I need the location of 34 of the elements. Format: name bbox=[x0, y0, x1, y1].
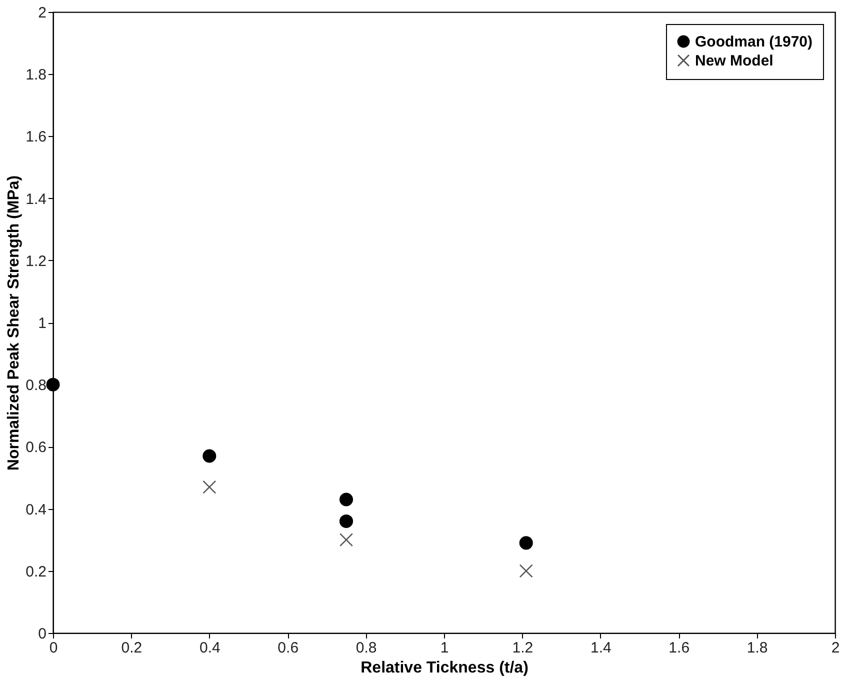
x-tick-label: 0.4 bbox=[199, 640, 220, 656]
x-tick-label: 2 bbox=[831, 640, 840, 656]
y-tick-label: 0.6 bbox=[26, 439, 46, 456]
y-tick-label: 2 bbox=[38, 4, 46, 22]
point bbox=[202, 480, 216, 494]
point bbox=[519, 564, 533, 578]
y-tick-label: 1.8 bbox=[26, 66, 46, 84]
legend-label: Goodman (1970) bbox=[695, 34, 813, 50]
point bbox=[46, 378, 60, 392]
y-tick-label: 1.4 bbox=[26, 190, 46, 208]
legend-label: New Model bbox=[695, 52, 774, 70]
x-tick-label: 1.4 bbox=[590, 640, 612, 656]
point bbox=[519, 536, 533, 550]
x-tick-label: 0 bbox=[49, 640, 58, 656]
y-tick-label: 0 bbox=[38, 626, 46, 642]
x-tick-label: 1.8 bbox=[746, 640, 768, 656]
point bbox=[339, 514, 354, 528]
y-tick-label: 1.2 bbox=[26, 252, 46, 270]
x-tick-label: 1.2 bbox=[512, 640, 534, 656]
point bbox=[339, 492, 354, 506]
y-axis-title: Normalized Peak Shear Strength (MPa) bbox=[6, 175, 23, 471]
y-tick-label: 0.2 bbox=[26, 563, 46, 580]
x-tick-label: 0.8 bbox=[356, 640, 377, 656]
x-tick-label: 0.6 bbox=[278, 640, 299, 656]
y-tick-label: 0.8 bbox=[26, 377, 46, 394]
point bbox=[339, 533, 354, 547]
point bbox=[202, 449, 216, 463]
x-axis-title: Relative Tickness (t/a) bbox=[360, 660, 528, 676]
y-tick-label: 1 bbox=[38, 315, 46, 332]
x-tick-label: 1.6 bbox=[668, 640, 690, 656]
x-tick-label: 1 bbox=[440, 640, 449, 656]
y-tick-label: 0.4 bbox=[26, 501, 46, 518]
y-tick-label: 1.6 bbox=[26, 128, 46, 146]
x-tick-label: 0.2 bbox=[121, 640, 142, 656]
